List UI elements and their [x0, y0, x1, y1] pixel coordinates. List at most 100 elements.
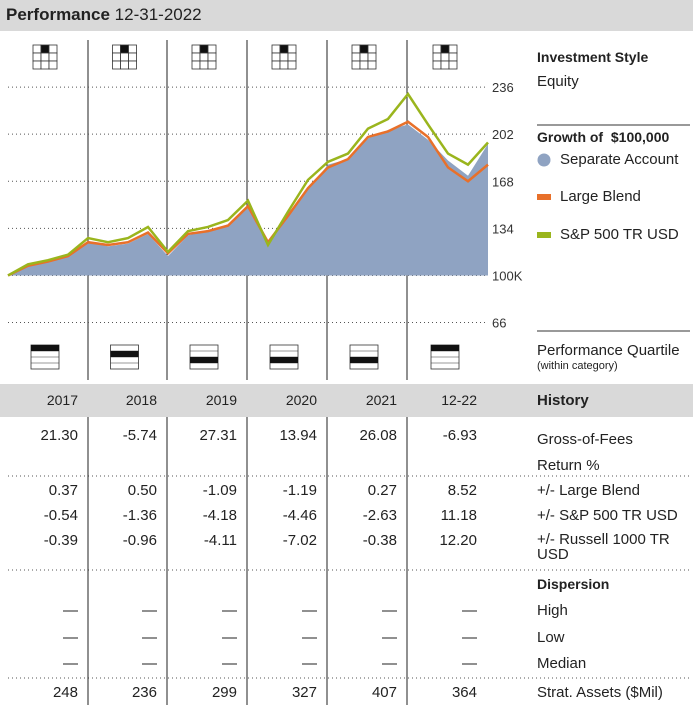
row-label: Low: [537, 629, 565, 646]
cell: —: [222, 602, 237, 619]
cell: -4.18: [202, 507, 237, 524]
cell: -7.02: [282, 532, 317, 549]
cell: —: [63, 655, 78, 672]
cell: -0.96: [122, 532, 157, 549]
style-box: [432, 44, 458, 70]
style-cell: [271, 52, 281, 62]
cell: -1.36: [122, 507, 157, 524]
style-cell: [191, 60, 201, 70]
legend-swatch: [537, 232, 551, 238]
cell: 248: [52, 684, 78, 701]
style-cell: [199, 60, 209, 70]
style-cell: [120, 60, 129, 70]
style-cell: [112, 60, 121, 70]
style-cell: [207, 52, 217, 62]
style-cell: [207, 60, 217, 70]
quartile-band: [190, 357, 218, 363]
y-tick-label: 236: [492, 80, 514, 95]
quartile-icon: [30, 344, 60, 370]
style-cell: [359, 60, 369, 70]
style-cell: [32, 52, 42, 62]
cell: —: [462, 602, 477, 619]
row-separators: [8, 475, 690, 679]
style-cell: [128, 60, 137, 70]
style-cell: [287, 44, 297, 54]
cell: —: [302, 629, 317, 646]
cell: —: [382, 629, 397, 646]
cell: -6.93: [442, 427, 477, 444]
quartile-label: Performance Quartile: [537, 342, 680, 359]
quartile-icon: [430, 344, 460, 370]
style-value: Equity: [537, 73, 579, 90]
cell: -0.54: [43, 507, 78, 524]
quartile-icon: [110, 344, 139, 370]
style-cell: [128, 44, 137, 54]
style-cell: [279, 44, 289, 54]
style-box: [191, 44, 217, 70]
cell: -2.63: [362, 507, 397, 524]
cell: 11.18: [440, 507, 477, 524]
cell: 8.52: [447, 482, 477, 499]
quartile-band: [110, 351, 139, 357]
area: [8, 124, 488, 276]
style-cell: [40, 44, 50, 54]
quartile-band: [431, 345, 459, 351]
style-cell: [359, 44, 369, 54]
cell: 26.08: [359, 427, 397, 444]
style-cell: [40, 52, 50, 62]
legend-label: Large Blend: [560, 188, 641, 205]
cell: -1.19: [282, 482, 317, 499]
cell: 236: [131, 684, 157, 701]
style-cell: [48, 44, 58, 54]
legend-swatch: [537, 194, 551, 200]
style-cell: [271, 44, 281, 54]
y-tick-label: 66: [492, 316, 506, 331]
cell: —: [462, 629, 477, 646]
legend-swatch: [537, 153, 551, 167]
row-label: Median: [537, 655, 587, 672]
style-cell: [279, 52, 289, 62]
column-header: 12-22: [441, 392, 477, 408]
column-header: 2020: [285, 392, 317, 408]
column-header: 2021: [365, 392, 397, 408]
quartile-note: (within category): [537, 360, 618, 372]
cell: —: [142, 655, 157, 672]
row-label: +/- Large Blend: [537, 482, 640, 499]
style-cell: [112, 52, 121, 62]
style-cell: [120, 44, 129, 54]
cell: -0.39: [43, 532, 78, 549]
style-cell: [199, 44, 209, 54]
style-cell: [367, 44, 377, 54]
style-cell: [48, 52, 58, 62]
style-cell: [448, 60, 458, 70]
quartile-icon: [189, 344, 219, 370]
style-cell: [351, 60, 361, 70]
cell: —: [63, 602, 78, 619]
y-tick-label: 134: [492, 221, 514, 236]
row-label: +/- S&P 500 TR USD: [537, 507, 678, 524]
style-cell: [32, 60, 42, 70]
style-cell: [351, 52, 361, 62]
style-cell: [440, 44, 450, 54]
style-cell: [48, 60, 58, 70]
cell: 0.27: [367, 482, 397, 499]
cell: 0.37: [48, 482, 78, 499]
y-tick-label: 100K: [492, 268, 523, 283]
style-cell: [367, 60, 377, 70]
cell: 299: [211, 684, 237, 701]
style-box: [351, 44, 377, 70]
title-line: Performance 12-31-2022: [6, 6, 202, 23]
quartile-icon: [349, 344, 379, 370]
history-bar: [0, 384, 693, 417]
style-cell: [191, 44, 201, 54]
quartile-icon: [269, 344, 299, 370]
cell: -0.38: [362, 532, 397, 549]
style-cell: [287, 60, 297, 70]
history-title: History: [537, 392, 589, 409]
line: [7, 120, 489, 277]
style-cell: [359, 52, 369, 62]
cell: —: [462, 655, 477, 672]
quartile-band: [270, 357, 298, 363]
style-cell: [32, 44, 42, 54]
